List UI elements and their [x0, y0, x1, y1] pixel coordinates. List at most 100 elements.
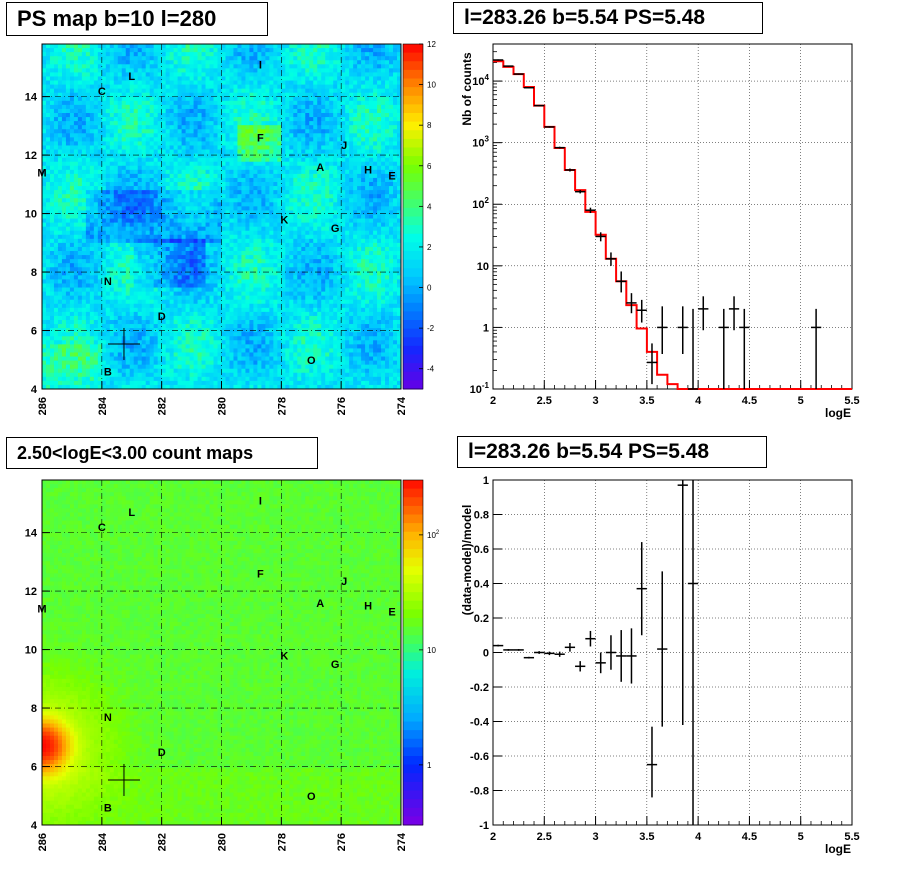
heatmap-cell: [93, 299, 99, 305]
heatmap-cell: [97, 303, 103, 309]
heatmap-cell: [181, 48, 186, 53]
heatmap-cell: [117, 68, 123, 73]
heatmap-cell: [42, 295, 47, 301]
heatmap-cell: [241, 125, 246, 130]
heatmap-cell: [97, 332, 103, 337]
heatmap-cell: [225, 56, 230, 61]
heatmap-cell: [89, 380, 95, 386]
heatmap-cell: [121, 279, 127, 284]
heatmap-cell: [101, 182, 107, 187]
heatmap-cell: [69, 129, 75, 134]
heatmap-cell: [45, 356, 51, 361]
heatmap-cell: [77, 352, 83, 357]
heatmap-cell: [145, 80, 151, 85]
heatmap-cell: [273, 104, 278, 110]
heatmap-cell: [141, 372, 147, 378]
heatmap-cell: [245, 60, 250, 65]
heatmap-cell: [253, 380, 258, 386]
heatmap-cell: [205, 259, 210, 264]
heatmap-cell: [53, 104, 59, 110]
heatmap-cell: [125, 234, 131, 240]
heatmap-cell: [149, 186, 155, 191]
heatmap-cell: [189, 336, 194, 341]
heatmap-cell: [73, 141, 79, 146]
heatmap-cell: [209, 348, 214, 353]
heatmap-cell: [42, 153, 47, 159]
heatmap-cell: [89, 56, 95, 61]
heatmap-cell: [145, 299, 151, 305]
heatmap-cell: [53, 356, 59, 361]
heatmap-cell: [69, 52, 75, 57]
heatmap-cell: [113, 279, 119, 284]
heatmap-cell: [225, 60, 230, 65]
heatmap-cell: [93, 64, 99, 69]
heatmap-cell: [101, 194, 107, 199]
heatmap-cell: [81, 52, 87, 57]
heatmap-cell: [217, 104, 222, 110]
heatmap-cell: [237, 315, 242, 321]
heatmap-cell: [253, 271, 258, 276]
heatmap-cell: [53, 348, 59, 353]
heatmap-cell: [237, 104, 242, 110]
heatmap-cell: [141, 133, 147, 138]
heatmap-cell: [153, 194, 159, 199]
heatmap-cell: [85, 117, 91, 122]
heatmap-cell: [173, 210, 179, 215]
heatmap-cell: [185, 340, 190, 345]
heatmap-cell: [181, 255, 186, 260]
heatmap-cell: [265, 182, 270, 187]
heatmap-cell: [249, 246, 254, 252]
heatmap-cell: [193, 169, 198, 175]
heatmap-cell: [201, 169, 206, 175]
heatmap-cell: [165, 173, 171, 179]
heatmap-cell: [61, 161, 67, 167]
heatmap-cell: [113, 320, 119, 325]
heatmap-cell: [113, 324, 119, 329]
heatmap-cell: [109, 141, 115, 146]
heatmap-cell: [233, 44, 238, 49]
heatmap-cell: [133, 121, 139, 126]
heatmap-cell: [93, 226, 99, 232]
heatmap-cell: [217, 320, 222, 325]
heatmap-cell: [61, 242, 67, 248]
heatmap-cell: [233, 287, 238, 292]
heatmap-cell: [65, 52, 71, 57]
heatmap-cell: [133, 141, 139, 146]
heatmap-cell: [269, 246, 274, 252]
heatmap-cell: [165, 226, 171, 232]
heatmap-cell: [261, 311, 266, 317]
heatmap-cell: [125, 133, 131, 138]
heatmap-cell: [253, 56, 258, 61]
heatmap-cell: [181, 384, 186, 390]
heatmap-cell: [89, 291, 95, 297]
heatmap-cell: [181, 214, 186, 219]
heatmap-cell: [129, 275, 135, 280]
heatmap-cell: [113, 384, 119, 390]
heatmap-cell: [261, 238, 266, 244]
heatmap-cell: [61, 210, 67, 215]
heatmap-cell: [149, 299, 155, 305]
heatmap-cell: [89, 60, 95, 65]
heatmap-cell: [61, 291, 67, 297]
heatmap-cell: [42, 177, 47, 183]
heatmap-cell: [229, 100, 234, 106]
heatmap-cell: [133, 356, 139, 361]
heatmap-cell: [49, 214, 55, 219]
heatmap-cell: [237, 218, 242, 223]
heatmap-cell: [81, 344, 87, 349]
heatmap-cell: [109, 149, 115, 154]
heatmap-cell: [189, 56, 194, 61]
heatmap-cell: [237, 145, 242, 150]
heatmap-cell: [141, 283, 147, 288]
heatmap-cell: [169, 348, 175, 353]
heatmap-cell: [193, 186, 198, 191]
heatmap-cell: [213, 222, 218, 228]
heatmap-cell: [173, 259, 179, 264]
heatmap-cell: [137, 251, 143, 256]
heatmap-cell: [161, 283, 167, 288]
heatmap-cell: [209, 344, 214, 349]
heatmap-cell: [201, 108, 206, 114]
heatmap-cell: [141, 295, 147, 301]
heatmap-cell: [253, 332, 258, 337]
heatmap-cell: [265, 72, 270, 77]
